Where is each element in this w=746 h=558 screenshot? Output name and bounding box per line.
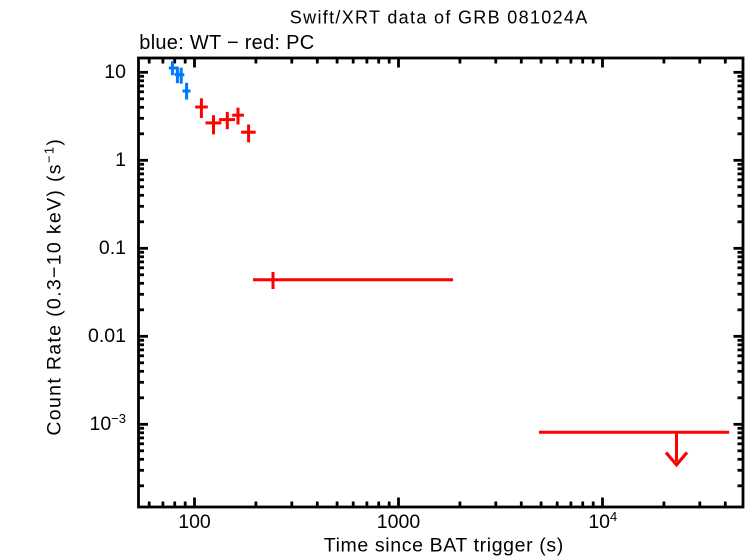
svg-text:1000: 1000: [377, 511, 421, 533]
svg-text:Time since BAT trigger (s): Time since BAT trigger (s): [324, 535, 564, 557]
svg-text:0.1: 0.1: [99, 237, 126, 259]
svg-text:0.01: 0.01: [88, 325, 126, 347]
svg-text:10−3: 10−3: [89, 411, 126, 435]
svg-text:10: 10: [104, 61, 126, 83]
svg-text:1: 1: [115, 149, 126, 171]
svg-text:blue: WT − red: PC: blue: WT − red: PC: [139, 32, 314, 54]
svg-text:Count Rate (0.3−10 keV) (s−1): Count Rate (0.3−10 keV) (s−1): [42, 138, 66, 436]
svg-text:Swift/XRT data of GRB 081024A: Swift/XRT data of GRB 081024A: [290, 8, 589, 28]
svg-text:100: 100: [178, 511, 211, 533]
